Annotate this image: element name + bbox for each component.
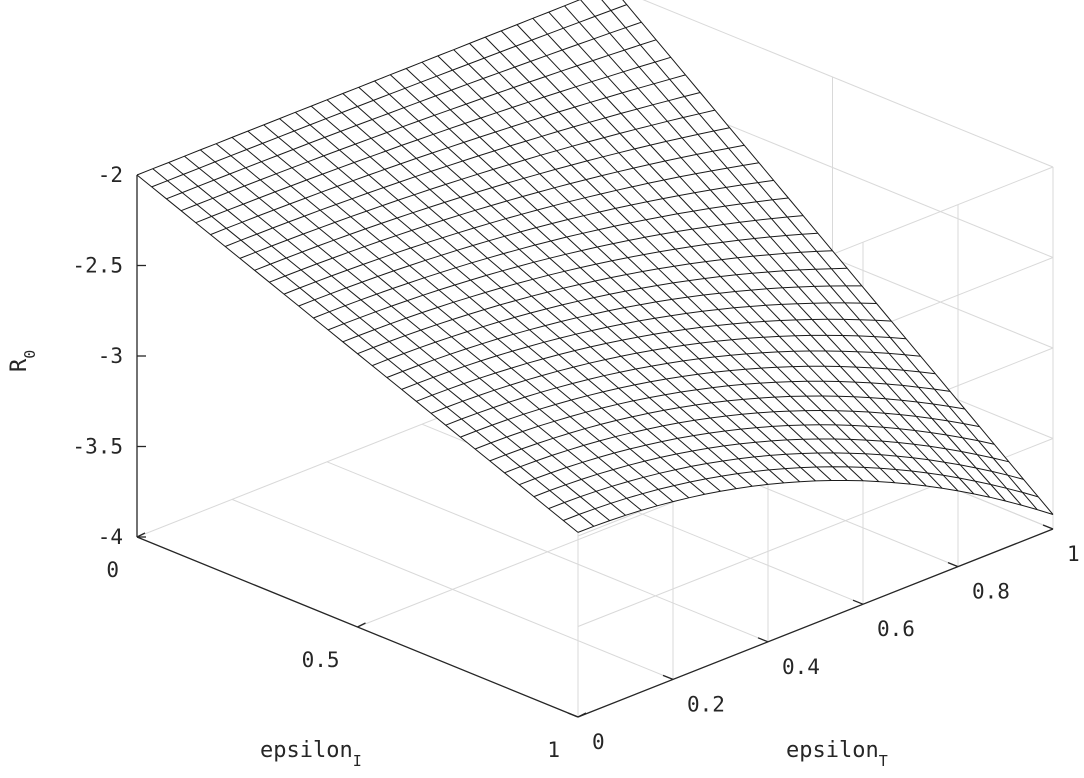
surface-mesh-line-y	[405, 68, 848, 481]
surface-mesh	[136, 0, 1054, 533]
surface-mesh-line-y	[548, 11, 991, 498]
surface-mesh-line-y	[215, 143, 658, 507]
surface-mesh-line-y	[601, 0, 1038, 510]
x-tick-label: 1	[547, 738, 560, 762]
surface-mesh-line-y	[136, 174, 579, 533]
grid-line-y-floor	[231, 498, 674, 680]
surface-mesh-line-y	[453, 49, 896, 484]
surface-mesh-line-y	[532, 17, 975, 495]
surface-mesh-line-y	[247, 130, 690, 499]
surface-mesh-line-y	[152, 168, 595, 527]
y-tick-mark	[1042, 524, 1054, 530]
y-tick-mark	[662, 674, 674, 681]
surface-mesh-line-y	[184, 155, 626, 516]
surface-mesh-line-y	[231, 137, 674, 502]
surface-mesh-line-y	[437, 55, 880, 482]
surface-mesh-line-y	[622, 0, 1054, 515]
surface-mesh-line-y	[168, 162, 611, 521]
x-tick-mark	[577, 712, 587, 718]
y-tick-mark	[852, 599, 864, 605]
y-tick-label: 0.4	[782, 655, 820, 679]
y-tick-label: 0	[592, 730, 605, 754]
y-axis-label: epsilonT	[786, 738, 888, 770]
z-axis-label: R0	[7, 350, 39, 372]
y-tick-mark	[757, 637, 769, 643]
surface-mesh-line-y	[484, 36, 927, 487]
z-tick-label: -4	[98, 525, 123, 549]
surface-face	[137, 0, 1053, 533]
surface-mesh-line-y	[500, 30, 943, 489]
y-axis-line	[577, 528, 1054, 718]
y-tick-label: 0.6	[877, 617, 915, 641]
y-tick-mark	[567, 712, 579, 718]
surface-mesh-line-y	[580, 0, 1022, 506]
surface-mesh-line-y	[516, 24, 959, 492]
surface-mesh-line-y	[342, 93, 785, 484]
surface-mesh-line-y	[564, 5, 1006, 502]
surface-mesh-line-y	[199, 149, 642, 511]
surface-mesh-line-y	[263, 124, 706, 495]
surface-mesh-line-y	[421, 61, 864, 482]
surface-mesh-line-y	[358, 86, 801, 483]
y-tick-label: 1	[1067, 542, 1080, 566]
surface-mesh-line-y	[279, 118, 721, 492]
surface-mesh-line-y	[294, 111, 737, 489]
x-tick-mark	[136, 532, 146, 538]
z-tick-label: -2	[98, 163, 123, 187]
y-tick-mark	[947, 561, 959, 568]
surface-mesh-line-y	[469, 43, 911, 485]
y-tick-label: 0.8	[972, 580, 1010, 604]
surface-mesh-line-y	[374, 80, 816, 482]
z-tick-label: -2.5	[72, 254, 123, 278]
x-axis-label: epsilonI	[260, 738, 362, 770]
surface-mesh-line-y	[389, 74, 832, 481]
surface-mesh-line-y	[326, 99, 769, 485]
tick-labels: -4 -3.5 -3 -2.5 -2 0 0.5 1 0 0.2 0.4 0.6 0.8 1	[72, 163, 1079, 762]
x-tick-label: 0.5	[302, 648, 340, 672]
surface-mesh-line-y	[310, 105, 753, 487]
x-tick-label: 0	[106, 558, 119, 582]
grid-line-y-floor	[326, 461, 769, 643]
y-tick-label: 0.2	[687, 692, 725, 716]
z-tick-label: -3.5	[72, 435, 123, 459]
axes	[136, 174, 1054, 718]
z-tick-label: -3	[98, 344, 123, 368]
x-tick-mark	[357, 622, 366, 628]
